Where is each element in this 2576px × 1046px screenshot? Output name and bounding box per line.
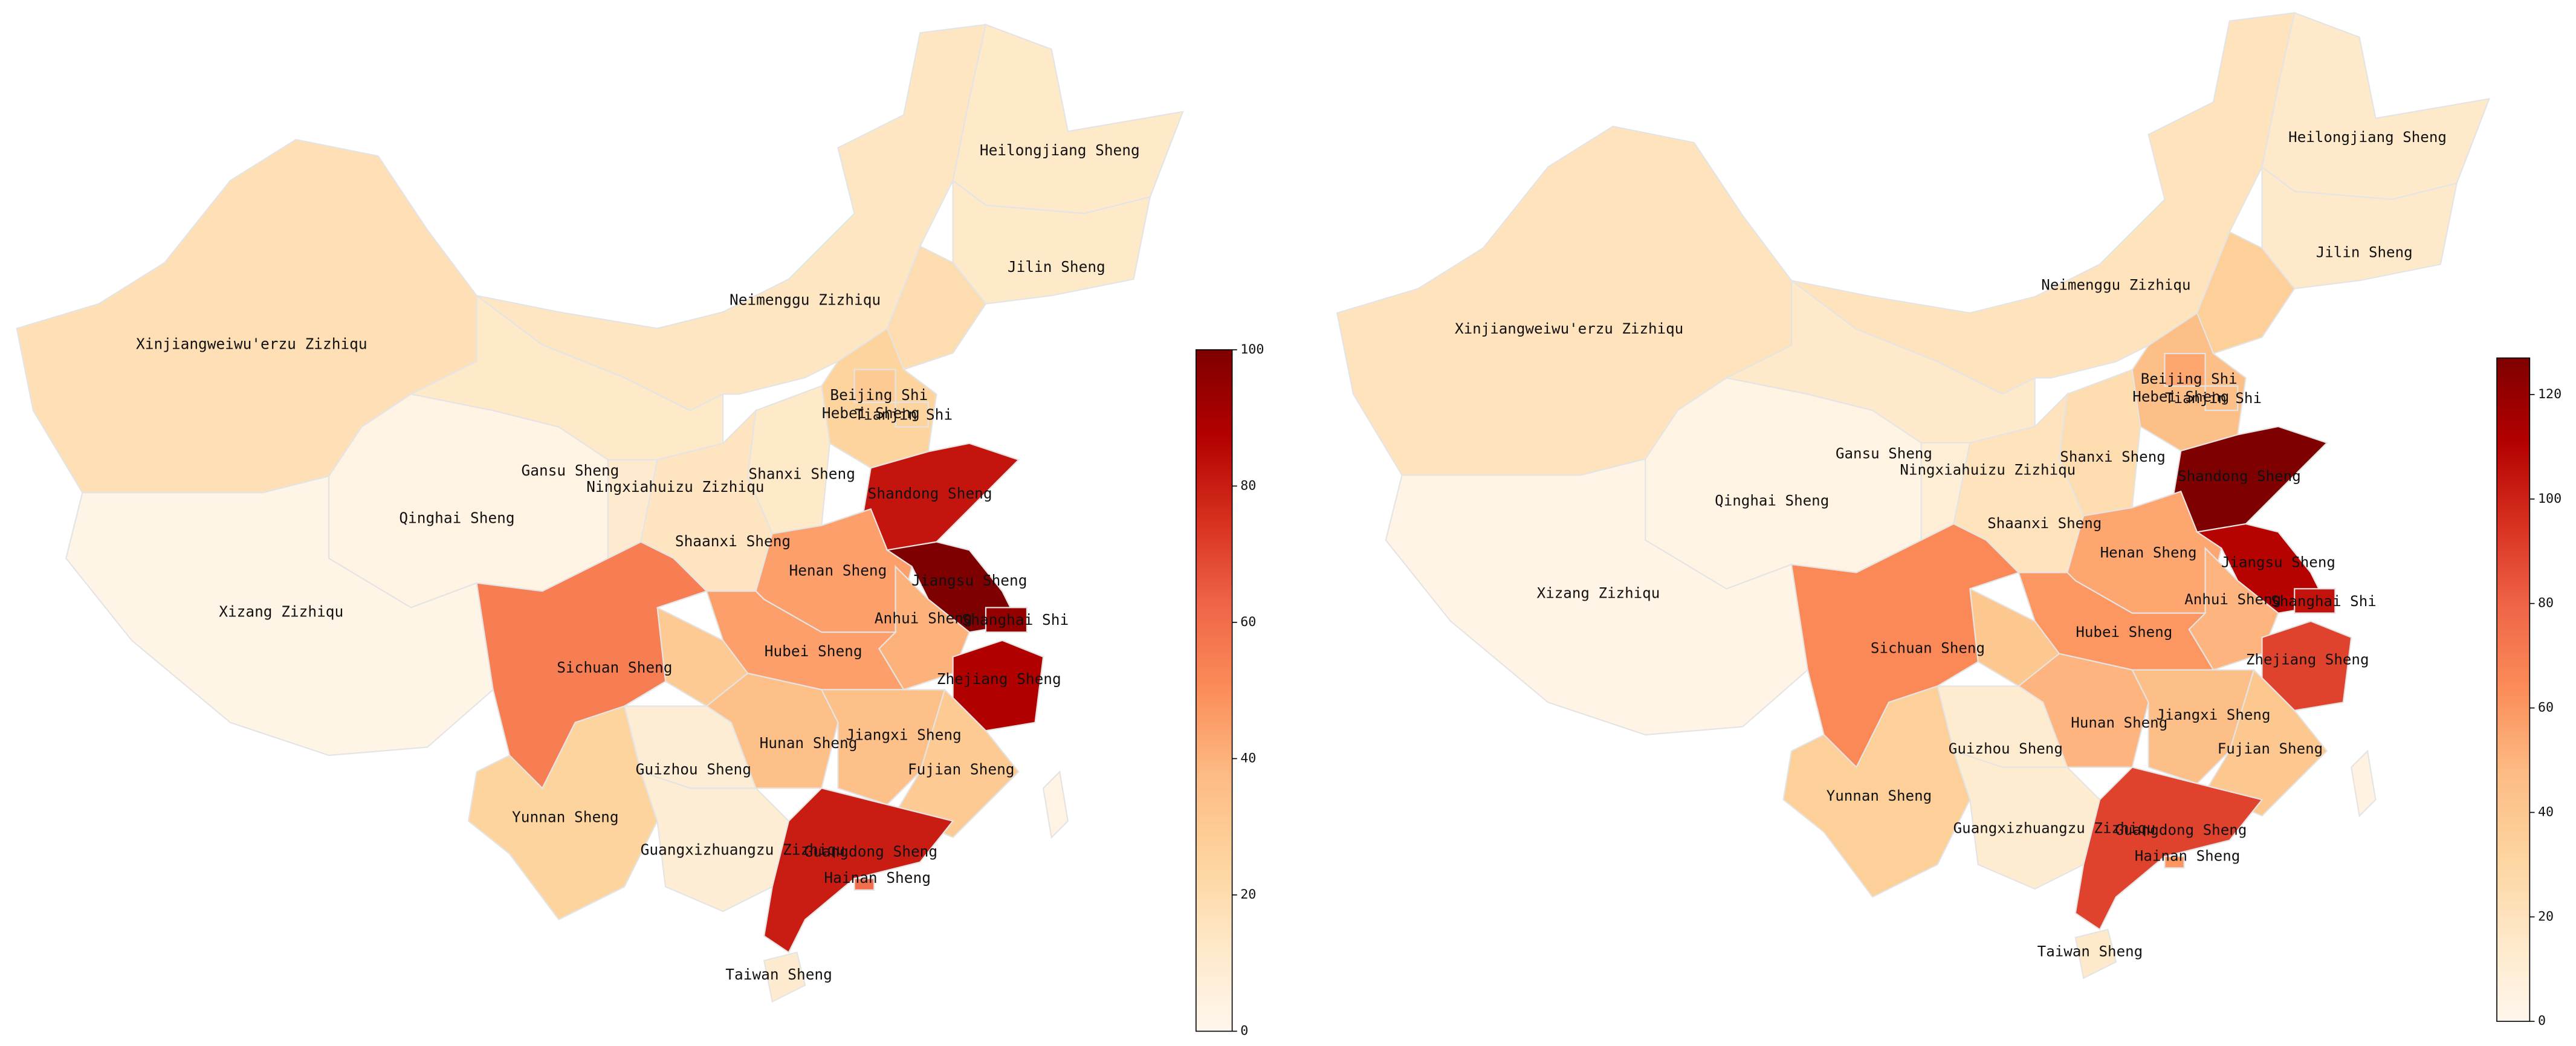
region-label: Guangdong Sheng	[2115, 821, 2247, 838]
region-label: Shandong Sheng	[2178, 468, 2301, 485]
region-label: Ningxiahuizu Zizhiqu	[586, 478, 764, 496]
region-label: Xizang Zizhiqu	[1537, 584, 1660, 601]
region-label: Jiangxi Sheng	[2156, 706, 2270, 723]
region-label: Taiwan Sheng	[725, 966, 832, 983]
colorbar-tick-label: 80	[2538, 596, 2554, 611]
region-label: Anhui Sheng	[875, 609, 972, 627]
region-label: Zhejiang Sheng	[937, 670, 1061, 688]
region-label: Zhejiang Sheng	[2246, 651, 2369, 668]
region-label: Neimenggu Zizhiqu	[2041, 276, 2190, 293]
region-label: Heilongjiang Sheng	[2288, 129, 2447, 146]
region-label: Xinjiangweiwu'erzu Zizhiqu	[1455, 320, 1683, 337]
region-label: Shanghai Shi	[2271, 593, 2377, 610]
region-label: Qinghai Sheng	[1715, 492, 1829, 509]
region-label: Henan Sheng	[2100, 544, 2197, 561]
region	[2164, 856, 2185, 869]
colorbar-tick-label: 60	[2538, 700, 2554, 715]
colorbar-tick-label: 0	[1240, 1024, 1248, 1039]
colorbar-tick-label: 20	[2538, 909, 2554, 924]
region-label: Shanxi Sheng	[2060, 448, 2166, 465]
region-label: Hebei Sheng	[2132, 389, 2229, 405]
region-label: Shanxi Sheng	[748, 465, 855, 482]
region-label: Xinjiangweiwu'erzu Zizhiqu	[136, 335, 367, 353]
region-label: Xizang Zizhiqu	[219, 603, 343, 621]
region-label: Sichuan Sheng	[1871, 640, 1985, 657]
region-label: Jilin Sheng	[1008, 258, 1105, 276]
region-label: Shandong Sheng	[868, 485, 992, 502]
region-label: Jiangxi Sheng	[846, 726, 961, 743]
region-label: Hubei Sheng	[2076, 624, 2172, 641]
region	[2294, 588, 2336, 614]
region-label: Hubei Sheng	[765, 642, 862, 660]
map-panel: Neimenggu Zizhiqu Xinjiangweiwu'erzu Zizh…	[1336, 11, 2491, 980]
region-label: Jiangsu Sheng	[2221, 554, 2335, 570]
colorbar-tick-label: 20	[1240, 887, 1256, 902]
region-label: Hainan Sheng	[2135, 847, 2241, 864]
region-label: Jilin Sheng	[2316, 244, 2413, 261]
region	[1042, 770, 1069, 839]
region	[820, 689, 946, 805]
colorbar	[2496, 357, 2531, 1022]
colorbar-tick-label: 0	[2538, 1013, 2546, 1028]
region-label: Ningxiahuizu Zizhiqu	[1900, 461, 2076, 478]
region-label: Hainan Sheng	[824, 869, 931, 886]
region-label: Sichuan Sheng	[557, 659, 672, 676]
colorbar-tick-label: 40	[1240, 751, 1256, 766]
region-label: Gansu Sheng	[1836, 445, 1932, 462]
region-label: Beijing Shi	[830, 386, 928, 404]
region-label: Guizhou Sheng	[1949, 740, 2063, 757]
region	[985, 607, 1028, 633]
region-label: Jiangsu Sheng	[911, 572, 1027, 589]
region	[2131, 669, 2255, 784]
region-label: Guangdong Sheng	[804, 842, 937, 860]
region-label: Yunnan Sheng	[512, 808, 619, 825]
region-label: Qinghai Sheng	[399, 509, 514, 527]
region-label: Shaanxi Sheng	[1987, 515, 2102, 532]
colorbar	[1196, 349, 1233, 1032]
region-label: Anhui Sheng	[2184, 591, 2281, 608]
region-label: Fujian Sheng	[2218, 740, 2323, 757]
colorbar-tick-label: 120	[2538, 387, 2561, 402]
region	[895, 401, 929, 428]
region	[952, 24, 1184, 215]
region-label: Taiwan Sheng	[2037, 943, 2143, 960]
region-label: Tianjin Shi	[855, 406, 953, 424]
region-label: Guangxizhuangzu Zizhiqu	[1953, 820, 2155, 837]
region-label: Heilongjiang Sheng	[980, 141, 1140, 159]
region-label: Hunan Sheng	[2071, 714, 2167, 731]
region-label: Henan Sheng	[789, 562, 887, 579]
region	[763, 951, 806, 1003]
map-panel: Neimenggu Zizhiqu Xinjiangweiwu'erzu Zizh…	[16, 24, 1184, 1003]
region-label: Gansu Sheng	[522, 462, 620, 479]
region-label: Hunan Sheng	[760, 734, 858, 752]
region	[2204, 385, 2239, 412]
colorbar-tick-label: 100	[2538, 491, 2561, 506]
region-label: Shaanxi Sheng	[675, 532, 791, 550]
colorbar-tick-label: 80	[1240, 478, 1256, 493]
region-label: Yunnan Sheng	[1827, 787, 1932, 804]
region-label: Shanghai Shi	[962, 611, 1069, 628]
region	[2351, 749, 2377, 818]
region-label: Hebei Sheng	[822, 404, 920, 422]
region-label: Tianjin Shi	[2165, 390, 2262, 407]
region	[853, 877, 875, 891]
region	[2074, 928, 2117, 980]
region-label: Neimenggu Zizhiqu	[730, 291, 881, 308]
region	[2261, 11, 2491, 201]
region-label: Guizhou Sheng	[636, 760, 751, 778]
colorbar-tick-label: 40	[2538, 804, 2554, 819]
region-label: Beijing Shi	[2141, 370, 2238, 387]
colorbar-tick-label: 60	[1240, 615, 1256, 630]
region-label: Guangxizhuangzu Zizhiqu	[641, 841, 845, 859]
colorbar-tick-label: 100	[1240, 342, 1264, 357]
region-label: Fujian Sheng	[908, 760, 1015, 778]
